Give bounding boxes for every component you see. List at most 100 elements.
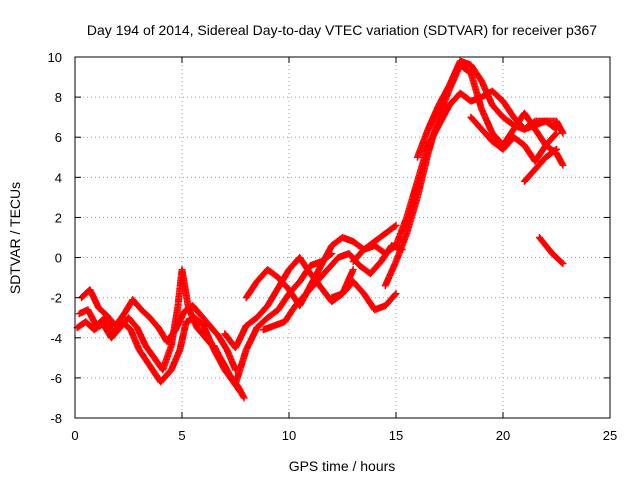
x-tick-label: 20 bbox=[496, 428, 510, 443]
y-axis-label: SDTVAR / TECUs bbox=[7, 182, 23, 294]
data-point-trail bbox=[500, 114, 517, 128]
data-point-trail bbox=[264, 285, 282, 308]
y-tick-label: -4 bbox=[50, 331, 62, 346]
data-point-trail bbox=[275, 291, 292, 312]
x-tick-label: 15 bbox=[389, 428, 403, 443]
data-point-trail bbox=[511, 134, 527, 148]
data-point-trail bbox=[282, 303, 299, 324]
x-tick-label: 10 bbox=[282, 428, 296, 443]
data-point-trail bbox=[446, 58, 464, 88]
data-point-trail bbox=[265, 266, 281, 281]
y-tick-label: 10 bbox=[48, 50, 62, 65]
data-point-trail bbox=[164, 327, 179, 345]
data-point-trail bbox=[292, 291, 309, 309]
data-point-trail bbox=[207, 323, 221, 339]
data-point-trail bbox=[87, 287, 102, 310]
data-point-trail bbox=[190, 303, 204, 319]
data-point-trail bbox=[297, 255, 314, 276]
data-point-trail bbox=[159, 343, 175, 372]
data-point-trail bbox=[147, 363, 164, 385]
data-point-trail bbox=[108, 325, 123, 341]
series-track-6 bbox=[242, 221, 400, 310]
data-point-trail bbox=[232, 323, 250, 350]
data-point-trail bbox=[382, 222, 399, 237]
data-point-trail bbox=[324, 255, 341, 272]
data-point-trail bbox=[436, 82, 453, 108]
data-point-trail bbox=[286, 255, 303, 272]
data-point-trail bbox=[536, 235, 549, 248]
series-track-11 bbox=[413, 57, 567, 161]
data-point-trail bbox=[382, 291, 399, 309]
data-point-trail bbox=[478, 107, 496, 136]
data-point-trail bbox=[339, 279, 356, 297]
data-point-trail bbox=[479, 126, 495, 144]
data-point-trail bbox=[168, 347, 183, 372]
data-point-trail bbox=[96, 305, 110, 319]
data-point-trail bbox=[532, 126, 549, 148]
data-point-trail bbox=[521, 166, 538, 184]
data-point-trail bbox=[138, 307, 153, 321]
data-point-trail bbox=[543, 146, 559, 160]
data-point-trail bbox=[489, 88, 506, 104]
series-track-13 bbox=[520, 145, 560, 185]
y-tick-label: 4 bbox=[55, 170, 62, 185]
data-point bbox=[349, 266, 357, 274]
series-track-12 bbox=[467, 113, 560, 165]
data-point-trail bbox=[254, 315, 271, 331]
data-point-trail bbox=[147, 315, 162, 331]
series-track-7 bbox=[328, 278, 400, 314]
data-point-trail bbox=[532, 154, 549, 172]
y-tick-label: -6 bbox=[50, 371, 62, 386]
data-point-trail bbox=[367, 259, 384, 277]
data-point-trail bbox=[489, 130, 506, 148]
data-point-trail bbox=[136, 347, 153, 369]
data-point-trail bbox=[553, 119, 566, 136]
y-tick-label: -8 bbox=[50, 411, 62, 426]
data-point-trail bbox=[134, 325, 149, 348]
data-point-trail bbox=[232, 347, 250, 386]
data-point-trail bbox=[425, 103, 442, 132]
data-point-trail bbox=[543, 243, 555, 256]
data-point bbox=[559, 129, 567, 137]
data-point-trail bbox=[468, 114, 485, 132]
data-point bbox=[559, 260, 567, 268]
series-track-14 bbox=[535, 234, 567, 268]
data-point-trail bbox=[361, 291, 378, 312]
data-point-trail bbox=[468, 62, 485, 84]
data-point-trail bbox=[125, 315, 140, 331]
y-tick-label: 6 bbox=[55, 130, 62, 145]
data-point-trail bbox=[142, 343, 157, 361]
data-point-trail bbox=[553, 151, 566, 168]
data-point-trail bbox=[198, 313, 213, 329]
data-point-trail bbox=[243, 279, 260, 300]
data-point-trail bbox=[194, 325, 209, 341]
data-point-trail bbox=[556, 257, 566, 267]
data-point-trail bbox=[350, 279, 367, 297]
data-point bbox=[553, 129, 560, 137]
data-points bbox=[73, 57, 567, 402]
series-track-9 bbox=[349, 87, 560, 266]
chart-title: Day 194 of 2014, Sidereal Day-to-day VTE… bbox=[87, 22, 597, 38]
data-point-trail bbox=[382, 242, 399, 257]
x-tick-label: 0 bbox=[71, 428, 78, 443]
data-point-trail bbox=[446, 90, 463, 108]
data-point-trail bbox=[178, 267, 192, 310]
y-tick-label: 8 bbox=[55, 90, 62, 105]
data-point bbox=[553, 145, 560, 153]
data-point-trail bbox=[414, 127, 432, 160]
data-point-trail bbox=[172, 309, 187, 332]
data-point-trail bbox=[382, 259, 399, 288]
data-point-trail bbox=[303, 279, 320, 297]
data-point-trail bbox=[275, 275, 292, 293]
data-point-trail bbox=[215, 333, 230, 353]
data-point-trail bbox=[478, 78, 496, 108]
data-point-trail bbox=[393, 215, 410, 248]
data-point-trail bbox=[543, 130, 560, 148]
data-point-trail bbox=[130, 297, 144, 313]
axis-ticks: 0 5 10 15 20 25 -8 -6 -4 -2 0 2 4 6 8 10 bbox=[48, 50, 618, 443]
data-point-trail bbox=[500, 126, 517, 148]
data-point-trail bbox=[549, 251, 562, 263]
data-point-trail bbox=[489, 102, 506, 120]
